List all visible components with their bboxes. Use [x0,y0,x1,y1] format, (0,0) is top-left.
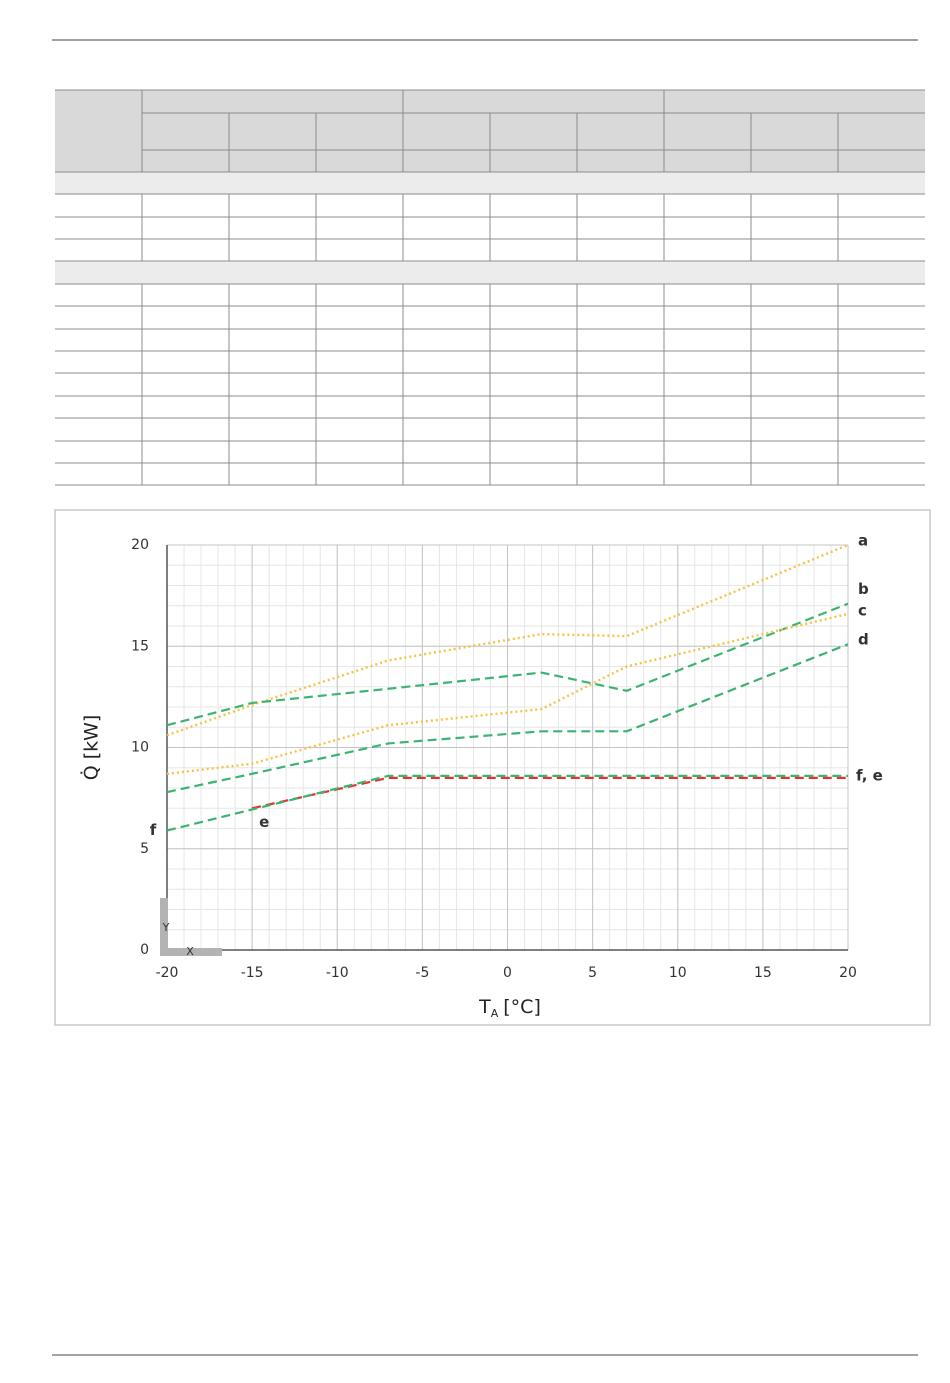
axis-icon [160,898,222,956]
x-tick-label: -5 [415,965,429,981]
series-line [166,774,848,832]
series-label: f [150,821,157,839]
y-tick-label: 20 [131,537,149,553]
chart: -20 -15 -10 -5 0 5 10 15 20 0 5 10 15 20 Y X Q̇ [kW] TA [°… [80,532,883,1021]
x-tick-label: 10 [669,965,687,981]
x-tick-label: 15 [754,965,772,981]
x-tick-label: 20 [839,965,857,981]
series-line [166,612,849,776]
annotation: f, e [856,766,883,784]
y-tick-label: 5 [140,841,149,857]
series-label: a [858,532,868,550]
y-tick-label: 10 [131,740,149,756]
x-axis-title: TA [°C] [478,996,541,1021]
series-label: c [858,601,867,619]
axis-icon-y: Y [162,921,170,934]
x-tick-label: -20 [156,965,179,981]
x-axis-subscript: A [491,1007,499,1020]
x-axis-symbol: T [478,996,491,1018]
axis-icon-x: X [186,945,194,958]
table [55,89,925,486]
series-line [166,543,849,737]
y-tick-label: 0 [140,942,149,958]
section-row [55,172,925,194]
y-axis-title: Q̇ [kW] [80,715,102,781]
series-line [166,602,849,727]
x-tick-label: 0 [503,965,512,981]
x-axis-unit: [°C] [503,996,541,1018]
x-tick-label: -15 [241,965,264,981]
x-tick-label: 5 [588,965,597,981]
series-label: d [858,631,869,649]
series-label: e [259,813,269,831]
series-line [166,643,849,794]
series-label: b [858,580,869,598]
section-row [55,261,925,284]
x-tick-label: -10 [326,965,349,981]
y-tick-label: 15 [131,638,149,654]
